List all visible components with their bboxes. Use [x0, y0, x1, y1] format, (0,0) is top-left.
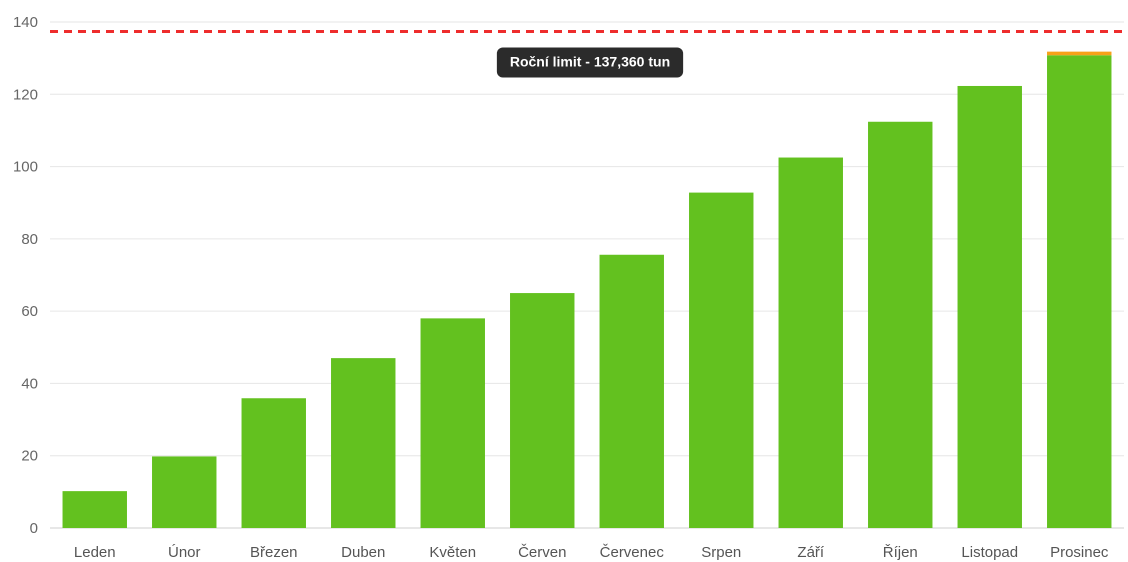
x-tick-label: Prosinec — [1050, 544, 1109, 561]
bar-main[interactable] — [420, 318, 485, 528]
x-tick-label: Leden — [74, 544, 116, 561]
bar-main[interactable] — [152, 456, 217, 528]
x-tick-label: Červen — [518, 544, 566, 561]
y-tick-label: 40 — [21, 375, 38, 392]
x-axis-labels: Leden Únor Březen Duben Květen Červen Červenec… — [74, 544, 1109, 561]
bar-main[interactable] — [689, 192, 754, 528]
bar-main[interactable] — [868, 121, 933, 529]
bar-main[interactable] — [62, 491, 127, 528]
y-tick-label: 120 — [13, 86, 38, 103]
bar-main[interactable] — [957, 85, 1022, 529]
bar-main[interactable] — [778, 157, 843, 529]
x-tick-label: Srpen — [701, 544, 741, 561]
limit-line-group: Roční limit - 137,360 tun — [50, 30, 1124, 78]
y-tick-label: 20 — [21, 448, 38, 465]
bars — [62, 51, 1112, 529]
y-tick-label: 80 — [21, 231, 38, 248]
bar-main[interactable] — [1047, 55, 1112, 528]
x-tick-label: Květen — [429, 544, 476, 561]
limit-tooltip-label: Roční limit - 137,360 tun — [510, 54, 670, 70]
bar-main[interactable] — [331, 358, 396, 528]
y-axis-ticks: 0 20 40 60 80 100 120 140 — [13, 14, 38, 537]
y-tick-label: 0 — [30, 520, 38, 537]
y-tick-label: 60 — [21, 303, 38, 320]
y-tick-label: 140 — [13, 14, 38, 31]
grid-lines — [50, 21, 1124, 529]
x-tick-label: Červenec — [600, 544, 665, 561]
bar-main[interactable] — [241, 398, 306, 528]
x-tick-label: Říjen — [883, 544, 918, 561]
x-tick-label: Září — [797, 544, 825, 561]
bar-overflow[interactable] — [1047, 51, 1112, 56]
limit-tooltip — [496, 47, 684, 78]
x-tick-label: Březen — [250, 544, 298, 561]
x-tick-label: Duben — [341, 544, 385, 561]
bar-main[interactable] — [510, 293, 575, 528]
y-tick-label: 100 — [13, 159, 38, 176]
x-tick-label: Listopad — [961, 544, 1018, 561]
x-tick-label: Únor — [168, 544, 201, 561]
bar-main[interactable] — [599, 254, 664, 528]
